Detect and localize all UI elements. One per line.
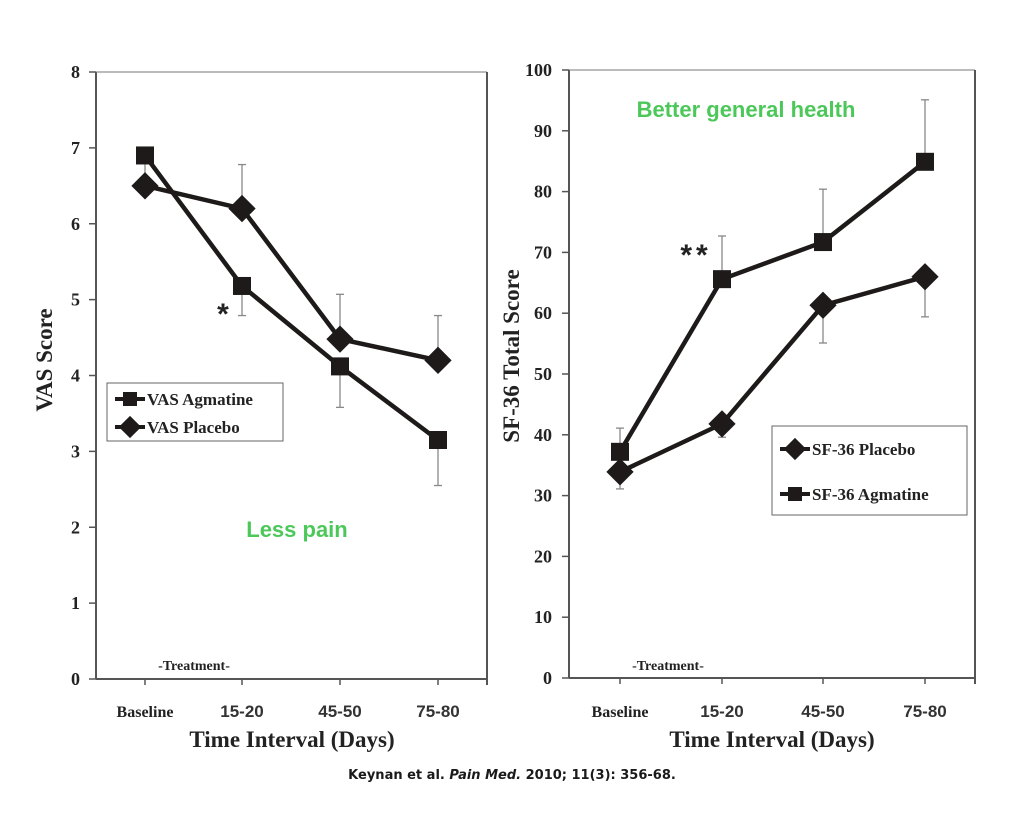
y-tick-label: 6 [71,214,80,234]
data-point-diamond [911,263,939,291]
series-line-sf-36-agmatine [618,160,927,453]
x-tick-label: 15-20 [220,702,263,721]
y-tick-label: 3 [71,441,80,461]
callout-annotation: Better general health [637,97,856,122]
data-point-square [233,276,251,295]
data-point-square [136,146,154,165]
y-tick-label: 4 [71,366,80,386]
y-tick-label: 70 [534,242,552,262]
significance-marker: ** [680,239,711,272]
y-tick-label: 20 [534,546,552,566]
x-tick-label: Baseline [117,704,174,721]
y-tick-label: 80 [534,182,552,202]
data-point-diamond [809,291,837,319]
legend-label: SF-36 Placebo [812,440,915,459]
y-tick-label: 60 [534,303,552,323]
series-line-vas-placebo [144,183,439,363]
citation-details: 2010; 11(3): 356-68. [525,768,676,783]
series-line-sf-36-placebo [619,274,926,474]
y-tick-label: 0 [71,669,80,689]
y-tick-label: 40 [534,425,552,445]
legend-marker-diamond [783,437,807,461]
y-axis-title: SF-36 Total Score [499,269,524,442]
data-point-diamond [424,346,452,374]
series-line-vas-agmatine [143,154,440,442]
treatment-label: -Treatment- [158,659,230,674]
y-tick-label: 50 [534,364,552,384]
y-tick-label: 7 [71,138,80,158]
data-point-diamond [131,172,159,200]
x-tick-label: 15-20 [700,702,743,721]
legend: VAS Agmatine VAS Placebo [106,382,284,442]
x-tick-label: Baseline [592,704,649,721]
data-point-square [611,442,629,461]
y-tick-label: 0 [543,668,552,688]
y-tick-label: 5 [71,290,80,310]
y-axis-title: VAS Score [32,308,57,411]
citation-authors: Keynan et al. [348,768,445,783]
citation: Keynan et al. Pain Med. 2010; 11(3): 356… [0,768,1024,783]
x-axis-title: Time Interval (Days) [189,727,394,752]
data-point-diamond [606,458,634,486]
y-tick-label: 1 [71,593,80,613]
data-point-diamond [708,410,736,438]
x-tick-label: 45-50 [318,702,361,721]
data-point-square [331,357,349,376]
legend-label: VAS Agmatine [147,390,253,409]
y-tick-label: 8 [71,62,80,82]
legend-marker-square [788,487,802,501]
data-point-diamond [326,325,354,353]
legend-box [771,425,968,516]
x-tick-label: 45-50 [801,702,844,721]
y-tick-label: 10 [534,607,552,627]
data-point-square [814,233,832,252]
legend-label: SF-36 Agmatine [812,485,929,504]
data-point-square [916,152,934,171]
chart-sf36: 0 10 20 30 40 50 60 70 80 90 100 Baseline 15-20 45-50… [499,60,976,752]
citation-journal: Pain Med. [449,768,522,783]
legend-label: VAS Placebo [147,418,240,437]
treatment-label: -Treatment- [632,659,704,674]
data-point-square [429,430,447,449]
legend: SF-36 Placebo SF-36 Agmatine [771,425,968,516]
y-tick-label: 30 [534,486,552,506]
x-axis-title: Time Interval (Days) [669,727,874,752]
x-tick-label: 75-80 [416,702,459,721]
chart-vas: 0 1 2 3 4 5 6 7 8 Baseline 15-20 45-50 75-80 Time Int… [32,62,488,752]
legend-marker-square [123,392,137,406]
significance-marker: * [217,298,233,331]
legend-marker-diamond [118,415,142,439]
y-tick-label: 2 [71,517,80,537]
x-tick-label: 75-80 [903,702,946,721]
y-tick-label: 90 [534,121,552,141]
callout-annotation: Less pain [246,517,347,542]
y-tick-label: 100 [525,60,552,80]
data-point-diamond [228,194,256,223]
data-point-square [713,270,731,289]
